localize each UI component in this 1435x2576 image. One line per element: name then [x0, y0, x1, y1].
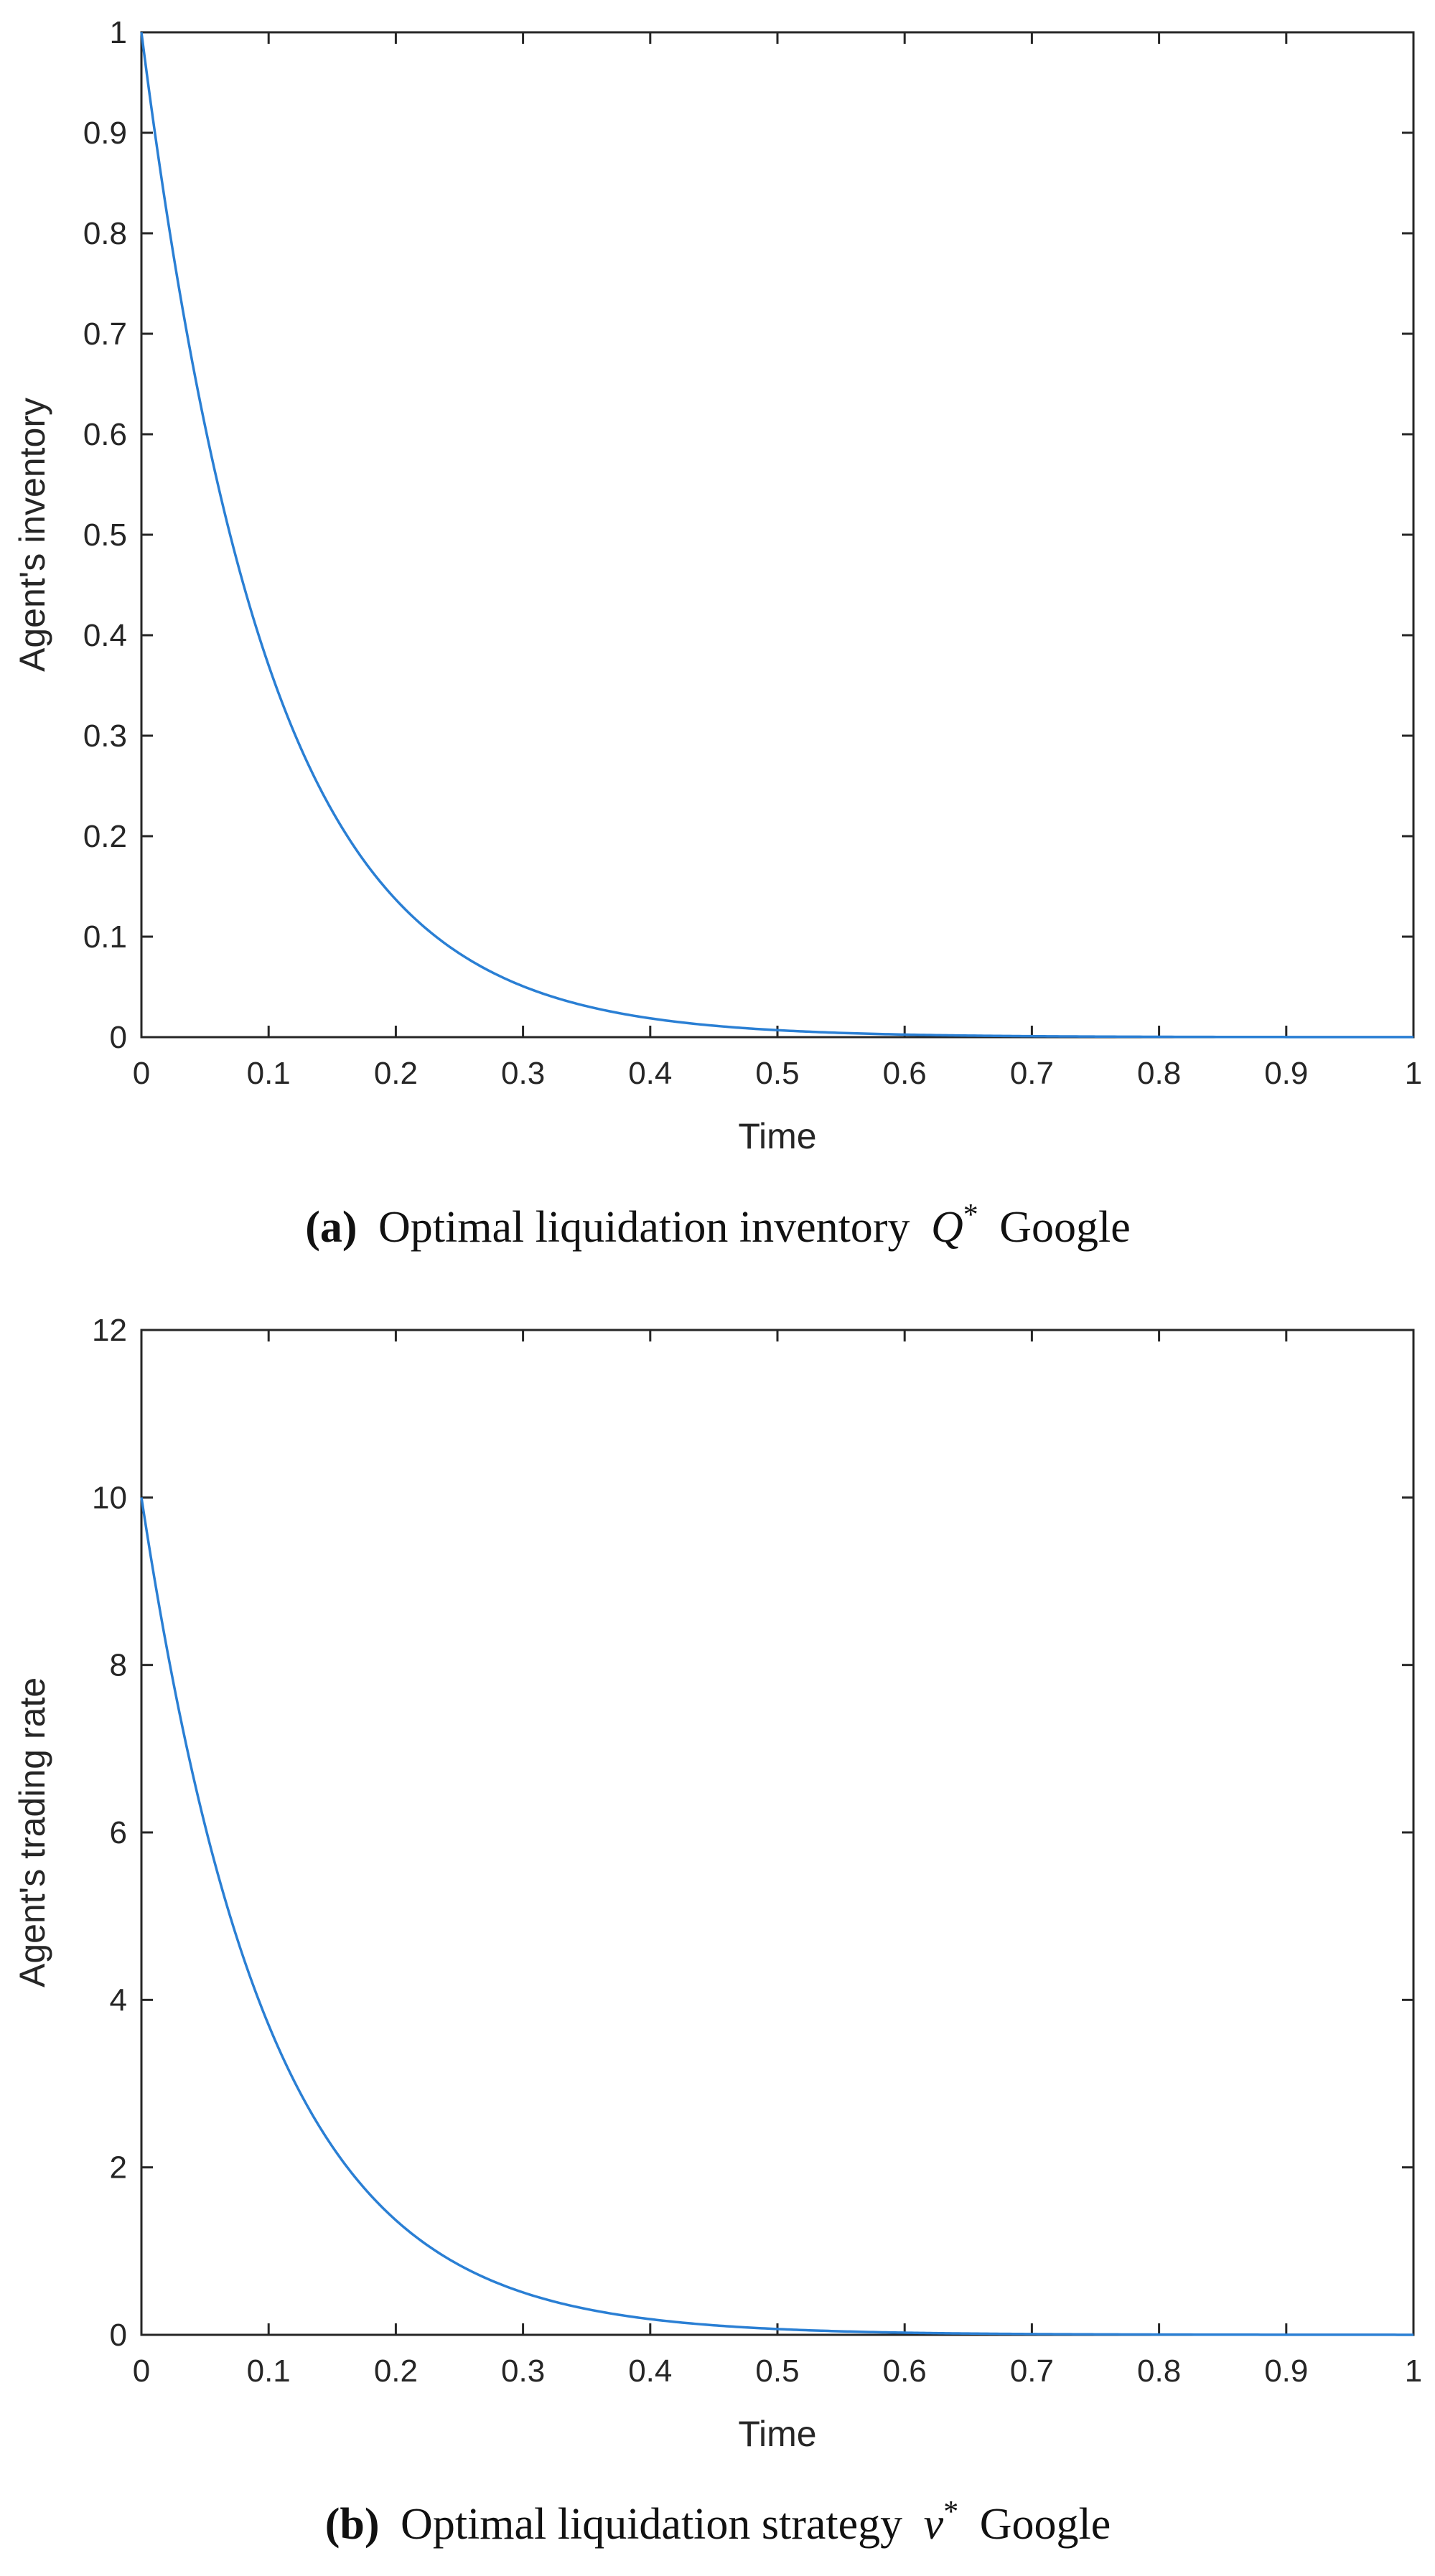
panel-a-x-tick-label-2: 0.2	[374, 1056, 418, 1091]
panel-b-caption-symbol: ν	[924, 2500, 944, 2549]
panel-a-caption-sup: *	[963, 1199, 978, 1232]
panel-a-y-tick-label-2: 0.2	[83, 819, 127, 854]
panel-b-x-axis-label: Time	[738, 2414, 816, 2454]
panel-a-inventory-chart: 0 0.1 0.2 0.3 0.4 0.5 0.6 0.7 0.8 0.9 1 0 0.1 0.2 0.3…	[12, 15, 1422, 1252]
panel-b-caption-suffix: Google	[980, 2500, 1111, 2549]
panel-a-y-tick-label-0: 0	[110, 1020, 127, 1055]
panel-b-trading-rate-chart: 0 0.1 0.2 0.3 0.4 0.5 0.6 0.7 0.8 0.9 1 024681012 …	[12, 1313, 1422, 2549]
panel-b-x-tick-label-4: 0.4	[628, 2353, 672, 2389]
panel-a-y-tick-label-8: 0.8	[83, 216, 127, 251]
panel-b-x-ticks: 0 0.1 0.2 0.3 0.4 0.5 0.6 0.7 0.8 0.9 1	[133, 1330, 1422, 2389]
panel-b-y-axis-label: Agent's trading rate	[12, 1677, 52, 1987]
panel-a-y-tick-label-3: 0.3	[83, 718, 127, 754]
panel-b-x-tick-label-10: 1	[1405, 2353, 1422, 2389]
panel-b-x-tick-label-6: 0.6	[883, 2353, 927, 2389]
panel-a-inventory-line	[140, 32, 1413, 1039]
panel-b-y-tick-label-6: 12	[92, 1313, 127, 1348]
panel-a-axes-box	[140, 31, 1415, 1039]
panel-b-y-tick-label-1: 2	[110, 2150, 127, 2186]
panel-b-caption-label: (b)	[325, 2500, 380, 2549]
panel-b-y-ticks: 0 2 4 6 8 10 12	[92, 1313, 1413, 2353]
panel-a-caption-suffix: Google	[999, 1203, 1131, 1252]
panel-b-y-tick-label-4: 8	[110, 1648, 127, 1683]
panel-b-caption-text: Optimal liquidation strategy	[401, 2500, 902, 2549]
panel-a-y-axis-label: Agent's inventory	[12, 398, 52, 672]
panel-a-caption-text: Optimal liquidation inventory	[378, 1203, 910, 1252]
panel-a-y-tick-label-10: 1	[110, 15, 127, 50]
panel-a-caption: (a) Optimal liquidation inventory Q* Goo…	[305, 1186, 1131, 1252]
panel-a-x-tick-label-9: 0.9	[1264, 1056, 1308, 1091]
panel-b-y-tick-label-5: 10	[92, 1480, 127, 1515]
panel-a-y-tick-label-7: 0.7	[83, 317, 127, 352]
panel-a-x-axis-label: Time	[738, 1116, 816, 1156]
panel-b-caption: (b) Optimal liquidation strategy ν* Goog…	[325, 2483, 1111, 2549]
panel-b-y-tick-label-3: 6	[110, 1815, 127, 1850]
panel-a-x-tick-label-1: 0.1	[247, 1056, 291, 1091]
panel-a-x-ticks: 0 0.1 0.2 0.3 0.4 0.5 0.6 0.7 0.8 0.9 1	[133, 32, 1422, 1091]
panel-a-caption-label: (a)	[305, 1203, 357, 1252]
panel-b-x-tick-label-0: 0	[133, 2353, 150, 2389]
panel-b-y-tick-label-0: 0	[110, 2318, 127, 2353]
panel-a-y-ticks: 0 0.1 0.2 0.3 0.4 0.5 0.6 0.7 0.8 0.9 1	[83, 15, 1413, 1055]
panel-a-x-tick-label-3: 0.3	[501, 1056, 545, 1091]
panel-b-x-tick-label-1: 0.1	[247, 2353, 291, 2389]
panel-a-caption-symbol: Q	[931, 1203, 963, 1252]
panel-b-x-tick-label-8: 0.8	[1137, 2353, 1181, 2389]
panel-a-x-tick-label-5: 0.5	[755, 1056, 799, 1091]
panel-a-x-tick-label-7: 0.7	[1010, 1056, 1054, 1091]
panel-b-x-tick-label-3: 0.3	[501, 2353, 545, 2389]
panel-a-y-tick-label-6: 0.6	[83, 417, 127, 452]
panel-b-x-tick-label-2: 0.2	[374, 2353, 418, 2389]
panel-b-y-tick-label-2: 4	[110, 1982, 127, 2018]
panel-b-caption-sup: *	[943, 2496, 958, 2529]
panel-a-y-tick-label-9: 0.9	[83, 116, 127, 151]
panel-b-axes-box	[140, 1329, 1415, 2336]
panel-a-x-tick-label-8: 0.8	[1137, 1056, 1181, 1091]
panel-a-x-tick-label-0: 0	[133, 1056, 150, 1091]
panel-a-x-tick-label-6: 0.6	[883, 1056, 927, 1091]
panel-a-x-tick-label-10: 1	[1405, 1056, 1422, 1091]
panel-b-x-tick-label-9: 0.9	[1264, 2353, 1308, 2389]
panel-a-y-tick-label-1: 0.1	[83, 919, 127, 955]
panel-a-x-tick-label-4: 0.4	[628, 1056, 672, 1091]
panel-a-y-tick-label-4: 0.4	[83, 618, 127, 653]
panel-b-trading-rate-line	[140, 1497, 1413, 2336]
panel-a-y-tick-label-5: 0.5	[83, 517, 127, 553]
panel-b-x-tick-label-7: 0.7	[1010, 2353, 1054, 2389]
panel-b-x-tick-label-5: 0.5	[755, 2353, 799, 2389]
